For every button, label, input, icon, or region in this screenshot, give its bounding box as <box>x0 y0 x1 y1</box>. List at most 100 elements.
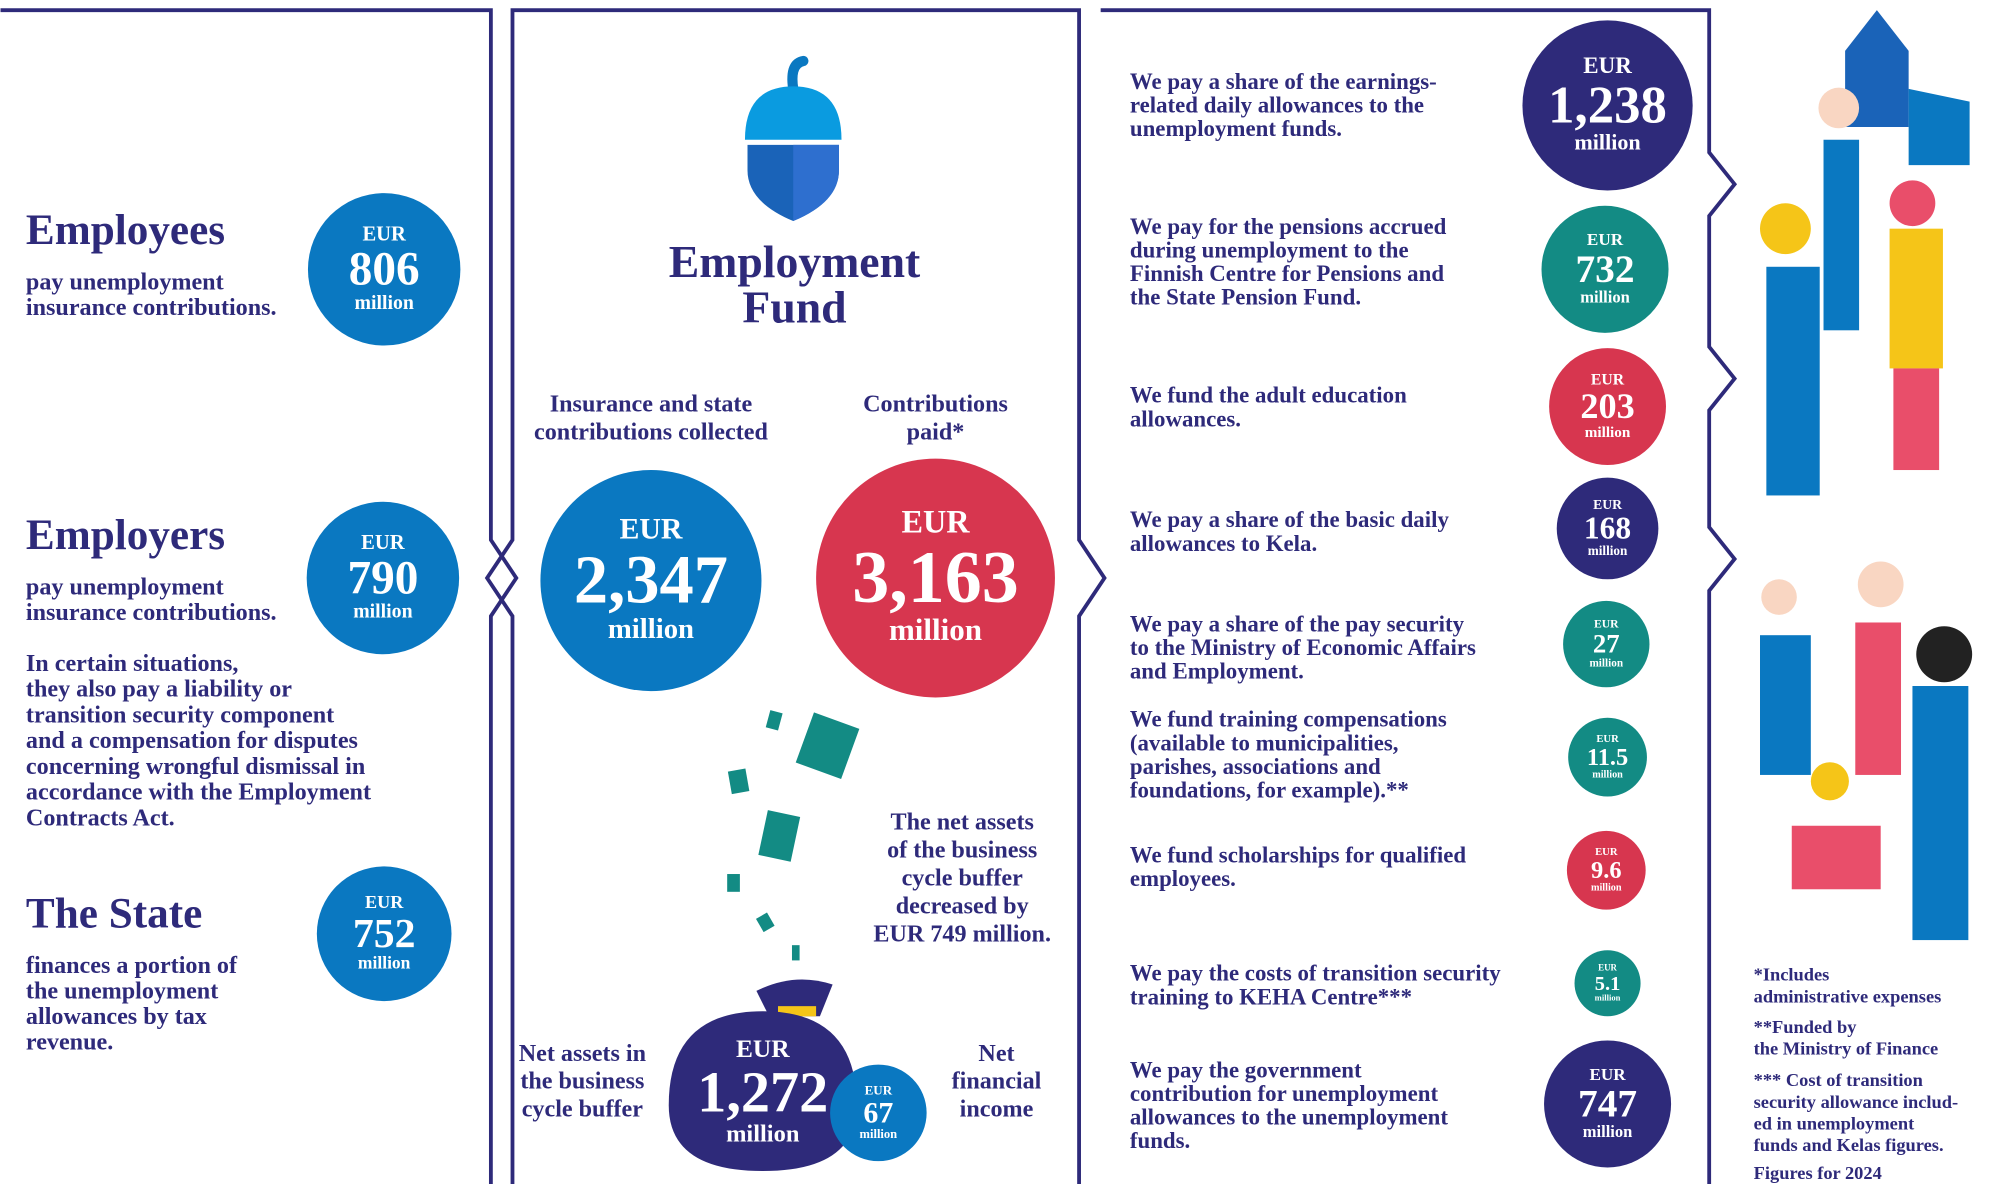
currency: EUR <box>1583 53 1632 78</box>
text-line: foundations, for example).** <box>1130 778 1409 803</box>
unit: million <box>1583 1122 1633 1141</box>
amount: 1,238 <box>1548 76 1667 134</box>
text-line: Insurance and state <box>550 391 753 418</box>
text-line: during unemployment to the <box>1130 237 1409 262</box>
text-line: allowances to Kela. <box>1130 531 1317 556</box>
text-line: In certain situations, <box>26 650 238 677</box>
text-line: they also pay a liability or <box>26 676 292 703</box>
unit: million <box>1580 287 1630 306</box>
text-line: revenue. <box>26 1028 113 1055</box>
text-line: Finnish Centre for Pensions and <box>1130 261 1444 286</box>
infographic: Employeespay unemploymentinsurance contr… <box>0 0 1993 1184</box>
text-line: the State Pension Fund. <box>1130 285 1361 310</box>
amount: 9.6 <box>1591 857 1622 884</box>
unit: million <box>889 612 982 647</box>
currency: EUR <box>901 504 970 540</box>
text-line: We pay the costs of transition security <box>1130 961 1501 986</box>
text-line: insurance contributions. <box>26 294 277 321</box>
text-line: Fund <box>742 282 846 333</box>
unit: million <box>608 613 694 645</box>
text-line: *** Cost of transition <box>1754 1070 1923 1090</box>
amount: 168 <box>1584 511 1631 546</box>
unit: million <box>860 1127 898 1141</box>
source-name: The State <box>26 890 202 937</box>
illustration <box>1760 10 1972 940</box>
amount: 27 <box>1593 629 1620 659</box>
unit: million <box>1588 543 1628 558</box>
unit: million <box>1591 883 1622 894</box>
text-line: pay unemployment <box>26 574 224 601</box>
source-name: Employers <box>26 512 225 559</box>
amount: 806 <box>349 244 420 296</box>
amount: 1,272 <box>697 1059 828 1124</box>
text-line: of the business <box>887 837 1037 864</box>
text-line: decreased by <box>896 892 1029 919</box>
text-line: We fund the adult education <box>1130 383 1407 408</box>
currency: EUR <box>365 892 404 912</box>
unit: million <box>358 953 411 973</box>
text-line: The net assets <box>890 809 1033 836</box>
unit: million <box>1574 130 1640 155</box>
text-line: and Employment. <box>1130 659 1304 684</box>
text-line: Figures for 2024 <box>1754 1163 1882 1183</box>
unit: million <box>1592 770 1623 781</box>
text-line: Contributions <box>863 391 1008 418</box>
acorn-icon <box>745 61 842 221</box>
unit: million <box>1589 658 1623 670</box>
text-line: parishes, associations and <box>1130 754 1381 779</box>
text-line: contributions collected <box>534 419 768 446</box>
text-line: financial <box>952 1068 1042 1095</box>
text-line: EUR 749 million. <box>873 920 1051 947</box>
text-line: funds and Kelas figures. <box>1754 1135 1944 1155</box>
currency: EUR <box>362 223 407 245</box>
text-line: *Includes <box>1754 965 1830 985</box>
text-line: the business <box>520 1068 644 1095</box>
currency: EUR <box>865 1083 893 1098</box>
amount: 11.5 <box>1587 744 1628 771</box>
amount: 3,163 <box>852 537 1019 619</box>
unit: million <box>1595 992 1621 1002</box>
unit: million <box>1585 424 1631 441</box>
text-line: training to KEHA Centre*** <box>1130 984 1412 1009</box>
text-line: paid* <box>907 419 965 446</box>
text-line: We pay a share of the pay security <box>1130 611 1465 636</box>
text-line: (available to municipalities, <box>1130 730 1399 755</box>
unit: million <box>353 601 412 623</box>
text-line: employees. <box>1130 866 1236 891</box>
amount: 790 <box>347 552 418 604</box>
text-line: pay unemployment <box>26 269 224 296</box>
currency: EUR <box>1598 963 1617 973</box>
text-line: Net <box>978 1040 1014 1067</box>
source-name: Employees <box>26 207 225 254</box>
text-line: cycle buffer <box>522 1096 644 1123</box>
text-line: contribution for unemployment <box>1130 1081 1439 1106</box>
text-line: transition security component <box>26 701 334 728</box>
text-line: ed in unemployment <box>1754 1113 1915 1133</box>
text-line: finances a portion of <box>26 952 238 979</box>
text-line: We pay a share of the earnings- <box>1130 69 1437 94</box>
text-line: concerning wrongful dismissal in <box>26 753 366 780</box>
text-line: to the Ministry of Economic Affairs <box>1130 635 1476 660</box>
text-line: security allowance includ- <box>1754 1092 1958 1112</box>
text-line: We pay for the pensions accrued <box>1130 214 1447 239</box>
text-line: We pay a share of the basic daily <box>1130 507 1450 532</box>
text-line: allowances. <box>1130 406 1241 431</box>
text-line: Contracts Act. <box>26 804 175 831</box>
amount: 203 <box>1580 386 1634 426</box>
text-line: allowances by tax <box>26 1003 207 1030</box>
text-line: **Funded by <box>1754 1017 1858 1037</box>
text-line: allowances to the unemployment <box>1130 1105 1448 1130</box>
text-line: income <box>960 1096 1034 1123</box>
amount: 2,347 <box>574 542 728 618</box>
unit: million <box>726 1120 800 1147</box>
text-line: Employment <box>669 236 921 287</box>
text-line: related daily allowances to the <box>1130 93 1424 118</box>
text-line: unemployment funds. <box>1130 116 1342 141</box>
text-line: the Ministry of Finance <box>1754 1038 1939 1058</box>
text-line: We fund scholarships for qualified <box>1130 843 1466 868</box>
flying-bills <box>727 710 859 960</box>
amount: 747 <box>1578 1082 1637 1126</box>
amount: 732 <box>1575 247 1634 291</box>
amount: 752 <box>353 911 416 957</box>
unit: million <box>354 292 413 314</box>
